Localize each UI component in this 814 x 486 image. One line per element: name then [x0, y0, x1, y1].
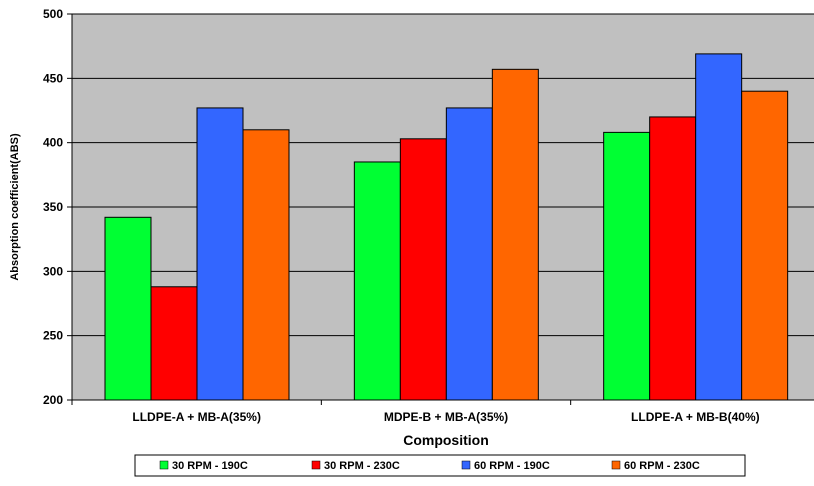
legend-box — [134, 454, 746, 477]
x-axis-title: Composition — [403, 432, 489, 448]
y-tick-label: 450 — [43, 71, 63, 85]
bar — [196, 107, 244, 401]
bar — [104, 216, 152, 401]
bar — [491, 68, 539, 401]
legend-swatch — [611, 460, 621, 470]
y-axis-title: Absorption coefficient(ABS) — [9, 133, 21, 281]
x-tick-label: LLDPE-A + MB-B(40%) — [631, 410, 760, 424]
bar — [445, 107, 493, 401]
legend-label: 60 RPM - 190C — [474, 460, 550, 472]
y-tick-label: 350 — [43, 200, 63, 214]
bar — [242, 129, 290, 401]
bars — [104, 53, 789, 401]
bar — [399, 138, 447, 401]
y-tick-label: 500 — [43, 7, 63, 21]
legend: 30 RPM - 190C 30 RPM - 230C 60 RPM - 190C 6… — [134, 454, 746, 477]
y-tick-labels: 200 250 300 350 400 450 500 — [43, 7, 63, 407]
legend-label: 60 RPM - 230C — [624, 460, 700, 472]
bar — [603, 131, 651, 401]
x-tick-labels: LLDPE-A + MB-A(35%) MDPE-B + MB-A(35%) LLD… — [132, 410, 759, 424]
bar — [695, 53, 743, 401]
legend-swatch — [159, 460, 169, 470]
x-tick-label: MDPE-B + MB-A(35%) — [384, 410, 508, 424]
y-tick-label: 200 — [43, 393, 63, 407]
y-tick-label: 250 — [43, 329, 63, 343]
axes — [67, 13, 814, 405]
y-tick-label: 400 — [43, 136, 63, 150]
legend-label: 30 RPM - 190C — [172, 460, 248, 472]
bar — [649, 116, 697, 401]
x-tick-label: LLDPE-A + MB-A(35%) — [132, 410, 261, 424]
legend-label: 30 RPM - 230C — [324, 460, 400, 472]
bar — [150, 286, 198, 401]
legend-swatch — [311, 460, 321, 470]
bar — [741, 90, 789, 401]
bar — [353, 161, 401, 401]
legend-swatch — [461, 460, 471, 470]
y-tick-label: 300 — [43, 264, 63, 278]
